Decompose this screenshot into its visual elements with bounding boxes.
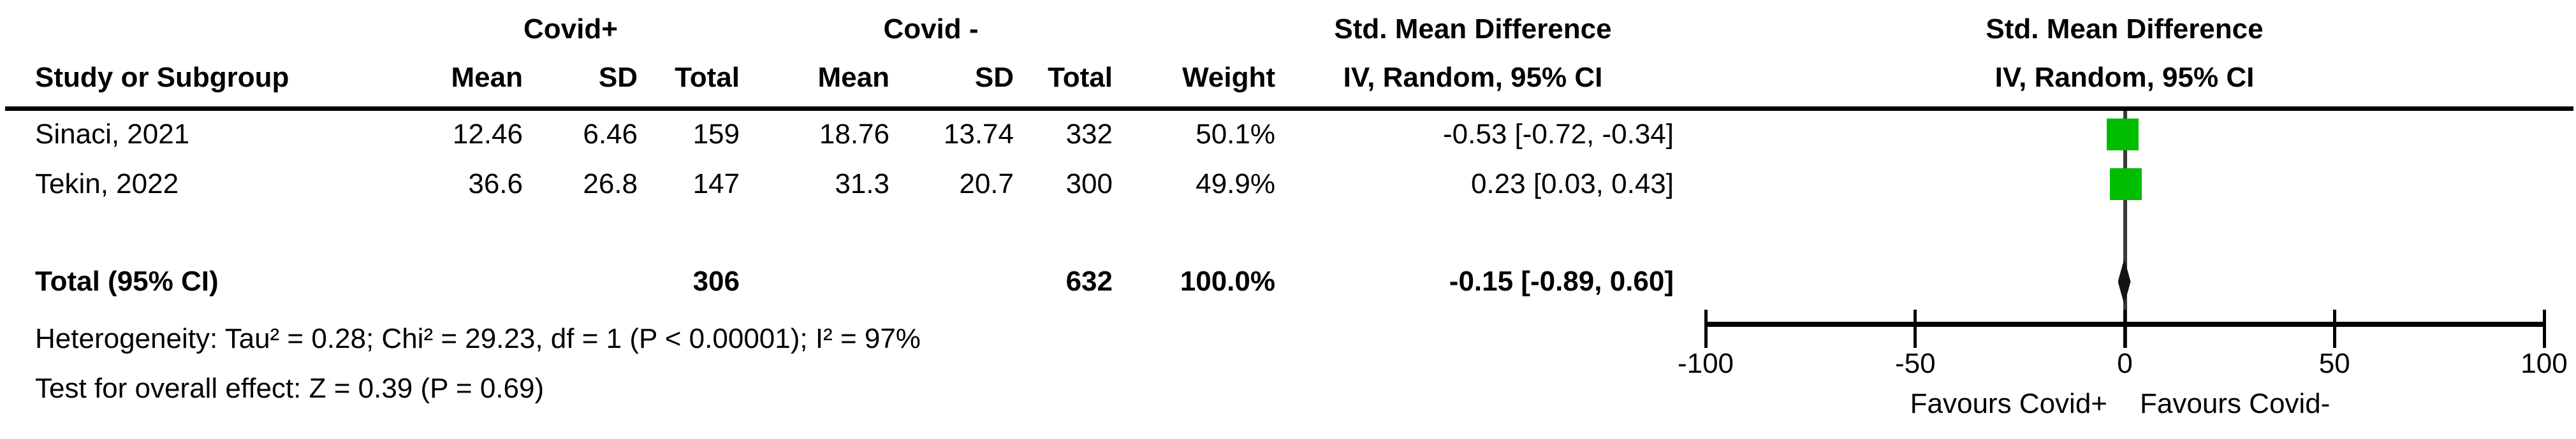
axis-tick-label: 100 [2521,348,2568,379]
column-header-sd-covid-positive: SD [598,62,638,93]
column-header-weight: Weight [1182,62,1275,93]
cell-sd1: 6.46 [583,119,638,150]
axis-tick [1704,310,1708,348]
group-header-covid-positive: Covid+ [523,13,618,45]
axis-tick [2542,310,2546,348]
cell-sd1: 26.8 [583,168,638,199]
cell-mean1: 36.6 [468,168,523,199]
cell-ci: -0.53 [-0.72, -0.34] [1443,119,1674,150]
total-covid-positive: 306 [692,266,740,297]
smd-column-header-line1: Std. Mean Difference [1334,13,1612,45]
study-label: Tekin, 2022 [35,168,179,199]
cell-ci: 0.23 [0.03, 0.43] [1470,168,1674,199]
axis-label-favours-right: Favours Covid- [2140,388,2331,419]
total-ci: -0.15 [-0.89, 0.60] [1449,266,1674,297]
cell-mean1: 12.46 [452,119,523,150]
pooled-effect-diamond [2118,259,2131,305]
heterogeneity-note: Heterogeneity: Tau² = 0.28; Chi² = 29.23… [35,323,921,354]
axis-tick [2332,310,2336,348]
axis-tick-label: 0 [2117,348,2133,379]
axis-label-favours-left: Favours Covid+ [1910,388,2107,419]
axis-tick [1914,310,1917,348]
cell-weight: 50.1% [1196,119,1275,150]
cell-total2: 332 [1065,119,1113,150]
cell-sd2: 13.74 [943,119,1014,150]
overall-effect-note: Test for overall effect: Z = 0.39 (P = 0… [35,373,545,404]
cell-mean2: 18.76 [819,119,889,150]
column-header-mean-covid-negative: Mean [817,62,889,93]
axis-tick-label: 50 [2318,348,2350,379]
zero-effect-line [2123,111,2127,348]
column-header-mean-covid-positive: Mean [451,62,523,93]
cell-total2: 300 [1065,168,1113,199]
plot-header-line2: IV, Random, 95% CI [1994,62,2255,93]
cell-total1: 147 [692,168,740,199]
axis-tick-label: -50 [1894,348,1936,379]
total-row-label: Total (95% CI) [35,266,219,297]
cell-total1: 159 [692,119,740,150]
column-header-total-covid-negative: Total [1048,62,1113,93]
group-header-covid-negative: Covid - [883,13,979,45]
study-label: Sinaci, 2021 [35,119,190,150]
smd-column-header-line2: IV, Random, 95% CI [1343,62,1603,93]
plot-header-line1: Std. Mean Difference [1986,13,2264,45]
total-covid-negative: 632 [1065,266,1113,297]
cell-weight: 49.9% [1196,168,1275,199]
header-separator-line [5,106,2573,111]
column-header-sd-covid-negative: SD [974,62,1014,93]
cell-sd2: 20.7 [959,168,1014,199]
total-weight: 100.0% [1180,266,1275,297]
column-header-total-covid-positive: Total [675,62,740,93]
axis-tick [2123,310,2126,348]
cell-mean2: 31.3 [835,168,889,199]
axis-tick-label: -100 [1677,348,1734,379]
column-header-study: Study or Subgroup [35,62,289,93]
study-effect-marker [2107,119,2139,150]
study-effect-marker [2110,168,2142,200]
